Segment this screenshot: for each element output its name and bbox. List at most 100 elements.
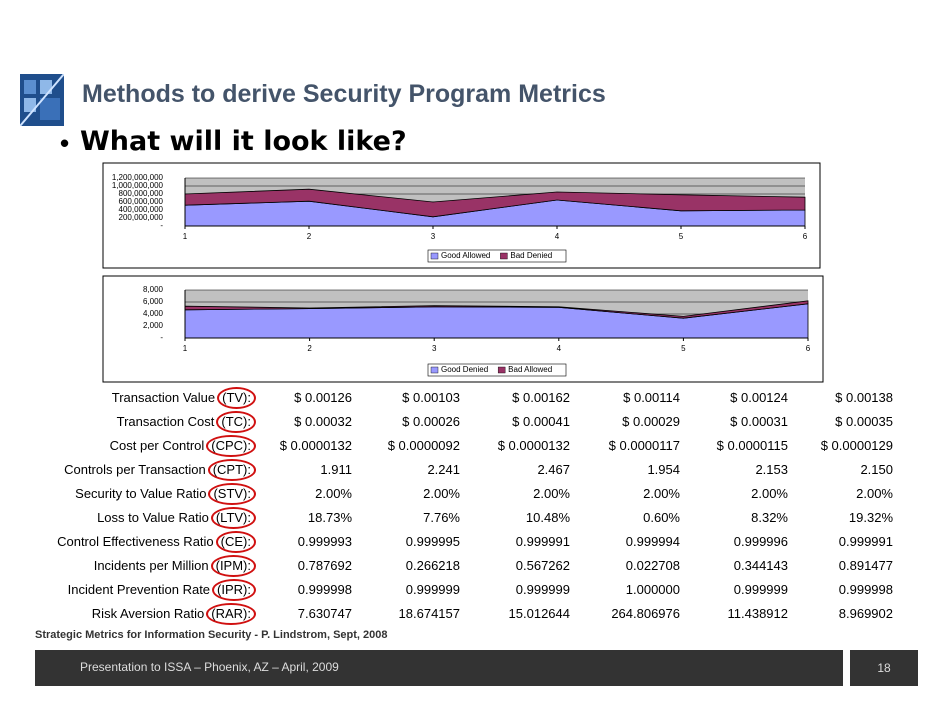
table-cell: 2.241 (427, 462, 460, 477)
table-cell: $ 0.00041 (512, 414, 570, 429)
y-tick-label: 8,000 (143, 285, 164, 294)
y-tick-label: 600,000,000 (119, 197, 164, 206)
table-cell: 1.954 (647, 462, 680, 477)
table-cell: 2.150 (860, 462, 893, 477)
table-cell: 0.999994 (625, 534, 680, 549)
area (184, 188, 806, 218)
legend-swatch (430, 366, 439, 374)
table-cell: $ 0.00032 (294, 414, 352, 429)
table-row: Incidents per Million (IPM): 0.787692 0.266… (0, 554, 942, 578)
row-label: Transaction Value (TV): (112, 386, 256, 410)
table-row: Control Effectiveness Ratio (CE): 0.999993… (0, 530, 942, 554)
row-label: Cost per Control (CPC): (110, 434, 256, 458)
table-cell: $ 0.00031 (730, 414, 788, 429)
metric-name: Risk Aversion Ratio (91, 606, 205, 621)
table-cell: 0.60% (643, 510, 680, 525)
table-cell: 0.999999 (733, 582, 788, 597)
metric-name: Controls per Transaction (64, 462, 206, 477)
slide-title: Methods to derive Security Program Metri… (82, 80, 606, 108)
table-cell: 0.266218 (405, 558, 460, 573)
x-tick-label: 6 (803, 232, 808, 241)
metric-name: Cost per Control (109, 438, 205, 453)
table-cell: 11.438912 (727, 606, 789, 621)
x-tick-label: 5 (681, 344, 686, 353)
legend-label: Good Denied (441, 365, 488, 374)
x-tick-label: 1 (183, 344, 188, 353)
table-cell: 0.999991 (515, 534, 570, 549)
y-tick-label: 200,000,000 (119, 213, 164, 222)
y-tick-label: - (160, 333, 163, 342)
table-cell: $ 0.0000092 (387, 438, 460, 453)
table-cell: $ 0.0000129 (820, 438, 893, 453)
metric-abbr: (LTV): (210, 507, 256, 529)
y-tick-label: 6,000 (143, 297, 164, 306)
table-row: Transaction Value (TV): $ 0.00126 $ 0.00103… (0, 386, 942, 410)
table-row: Incident Prevention Rate (IPR): 0.999998 0.… (0, 578, 942, 602)
table-cell: $ 0.00029 (622, 414, 680, 429)
table-cell: 264.806976 (611, 606, 680, 621)
table-cell: 1.911 (320, 462, 352, 477)
row-label: Control Effectiveness Ratio (CE): (57, 530, 256, 554)
table-cell: 2.00% (643, 486, 680, 501)
metric-abbr: (CPC): (206, 435, 256, 457)
metric-name: Transaction Cost (116, 414, 215, 429)
table-cell: 0.022708 (625, 558, 680, 573)
table-cell: 2.00% (856, 486, 893, 501)
table-cell: 0.787692 (297, 558, 352, 573)
legend-box (427, 363, 567, 377)
table-cell: 0.999995 (405, 534, 460, 549)
table-cell: 15.012644 (508, 606, 570, 621)
y-tick-label: 1,200,000,000 (112, 173, 164, 182)
table-cell: 2.467 (537, 462, 570, 477)
table-cell: 2.00% (751, 486, 788, 501)
page-number: 18 (850, 650, 918, 686)
table-cell: 0.999996 (733, 534, 788, 549)
table-cell: $ 0.00138 (835, 390, 893, 405)
table-cell: 0.344143 (733, 558, 788, 573)
table-cell: 0.999999 (405, 582, 460, 597)
metric-name: Transaction Value (111, 390, 216, 405)
table-cell: $ 0.00103 (402, 390, 460, 405)
legend-swatch (497, 366, 506, 374)
table-cell: $ 0.0000132 (497, 438, 570, 453)
table-cell: $ 0.00162 (512, 390, 570, 405)
table-cell: 1.000000 (625, 582, 680, 597)
table-cell: $ 0.00124 (730, 390, 788, 405)
table-row: Risk Aversion Ratio (RAR): 7.630747 18.6741… (0, 602, 942, 626)
table-cell: 7.76% (423, 510, 460, 525)
legend-label: Bad Allowed (508, 365, 552, 374)
metric-name: Loss to Value Ratio (97, 510, 209, 525)
charts: -200,000,000400,000,000600,000,000800,00… (102, 162, 824, 383)
metric-abbr: (IPM): (210, 555, 256, 577)
y-tick-label: 800,000,000 (119, 189, 164, 198)
y-tick-label: - (160, 221, 163, 230)
x-tick-label: 6 (806, 344, 811, 353)
x-tick-label: 4 (555, 232, 560, 241)
y-tick-label: 1,000,000,000 (112, 181, 164, 190)
bullet-text: What will it look like? (80, 126, 407, 157)
legend-swatch (500, 252, 508, 260)
table-cell: 0.999993 (297, 534, 352, 549)
table-cell: $ 0.0000115 (716, 438, 788, 453)
legend-label: Good Allowed (441, 251, 490, 260)
table-cell: 19.32% (848, 510, 893, 525)
table-cell: 8.969902 (838, 606, 893, 621)
table-row: Loss to Value Ratio (LTV): 18.73% 7.76% 10.4… (0, 506, 942, 530)
x-tick-label: 3 (431, 232, 436, 241)
source-note: Strategic Metrics for Information Securi… (35, 629, 388, 641)
table-cell: $ 0.00035 (835, 414, 893, 429)
row-label: Incident Prevention Rate (IPR): (68, 578, 256, 602)
row-label: Risk Aversion Ratio (RAR): (92, 602, 256, 626)
row-label: Incidents per Million (IPM): (94, 554, 256, 578)
table-cell: $ 0.00026 (402, 414, 460, 429)
row-label: Transaction Cost (TC): (117, 410, 256, 434)
metric-abbr: (TC): (216, 411, 256, 433)
table-row: Security to Value Ratio (STV): 2.00% 2.00% 2… (0, 482, 942, 506)
table-cell: 7.630747 (297, 606, 352, 621)
table-cell: $ 0.0000117 (608, 438, 680, 453)
footer-bar (35, 650, 843, 686)
row-label: Loss to Value Ratio (LTV): (97, 506, 256, 530)
table-cell: 0.999998 (297, 582, 352, 597)
table-cell: $ 0.00126 (294, 390, 352, 405)
metric-name: Control Effectiveness Ratio (57, 534, 214, 549)
